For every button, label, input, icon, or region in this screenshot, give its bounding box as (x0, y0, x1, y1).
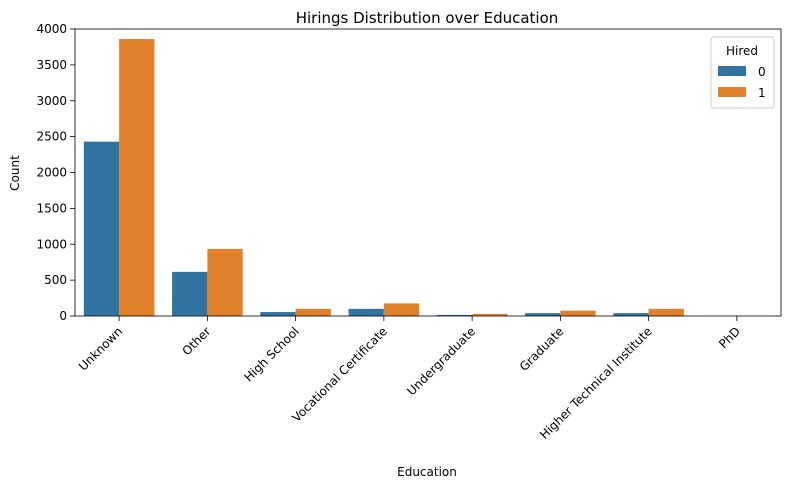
legend-label-0: 0 (758, 65, 766, 79)
bar-series-1-high-school (295, 308, 331, 316)
x-tick-label: Vocational Certificate (289, 324, 390, 425)
chart-title: Hirings Distribution over Education (296, 9, 559, 27)
bar-series-1-graduate (560, 310, 596, 316)
y-tick-label: 2000 (36, 166, 67, 180)
bar-series-0-other (172, 271, 208, 316)
bar-series-1-higher-technical-institute (648, 308, 684, 316)
bar-series-1-undergraduate (472, 313, 508, 316)
x-axis-label: Education (397, 465, 457, 479)
y-tick-label: 2500 (36, 130, 67, 144)
legend-swatch-1 (718, 87, 746, 97)
bar-series-0-higher-technical-institute (613, 313, 649, 316)
bar-series-1-unknown (119, 39, 155, 317)
x-tick-label: Undergraduate (404, 324, 478, 398)
y-tick-label: 0 (59, 309, 67, 323)
y-tick-label: 3500 (36, 58, 67, 72)
legend-title: Hired (726, 44, 758, 58)
bar-series-0-undergraduate (436, 314, 473, 316)
legend: Hired 0 1 (710, 36, 775, 109)
y-tick-label: 3000 (36, 94, 67, 108)
y-tick-label: 500 (44, 273, 67, 287)
y-axis-label: Count (8, 155, 22, 191)
x-tick-label: Other (179, 324, 213, 358)
bar-series-1-vocational-certificate (383, 303, 420, 316)
bar-series-1-other (207, 248, 243, 316)
bar-series-0-vocational-certificate (348, 308, 384, 316)
y-tick-label: 1500 (36, 201, 67, 215)
y-axis: 0 500 1000 1500 2000 2500 3000 3500 4000 (36, 22, 75, 323)
x-tick-label: Unknown (76, 324, 125, 373)
x-tick-label: High School (241, 324, 301, 384)
x-tick-label: Graduate (517, 324, 567, 374)
y-tick-label: 1000 (36, 237, 67, 251)
bar-series-0-graduate (525, 313, 561, 316)
plot-frame (74, 28, 782, 317)
x-tick-label: PhD (716, 324, 743, 351)
bar-series-0-unknown (83, 141, 120, 316)
plot-bars (83, 39, 773, 317)
legend-label-1: 1 (758, 86, 766, 100)
legend-swatch-0 (718, 66, 746, 76)
y-tick-label: 4000 (36, 22, 67, 36)
bar-series-0-high-school (260, 312, 296, 316)
